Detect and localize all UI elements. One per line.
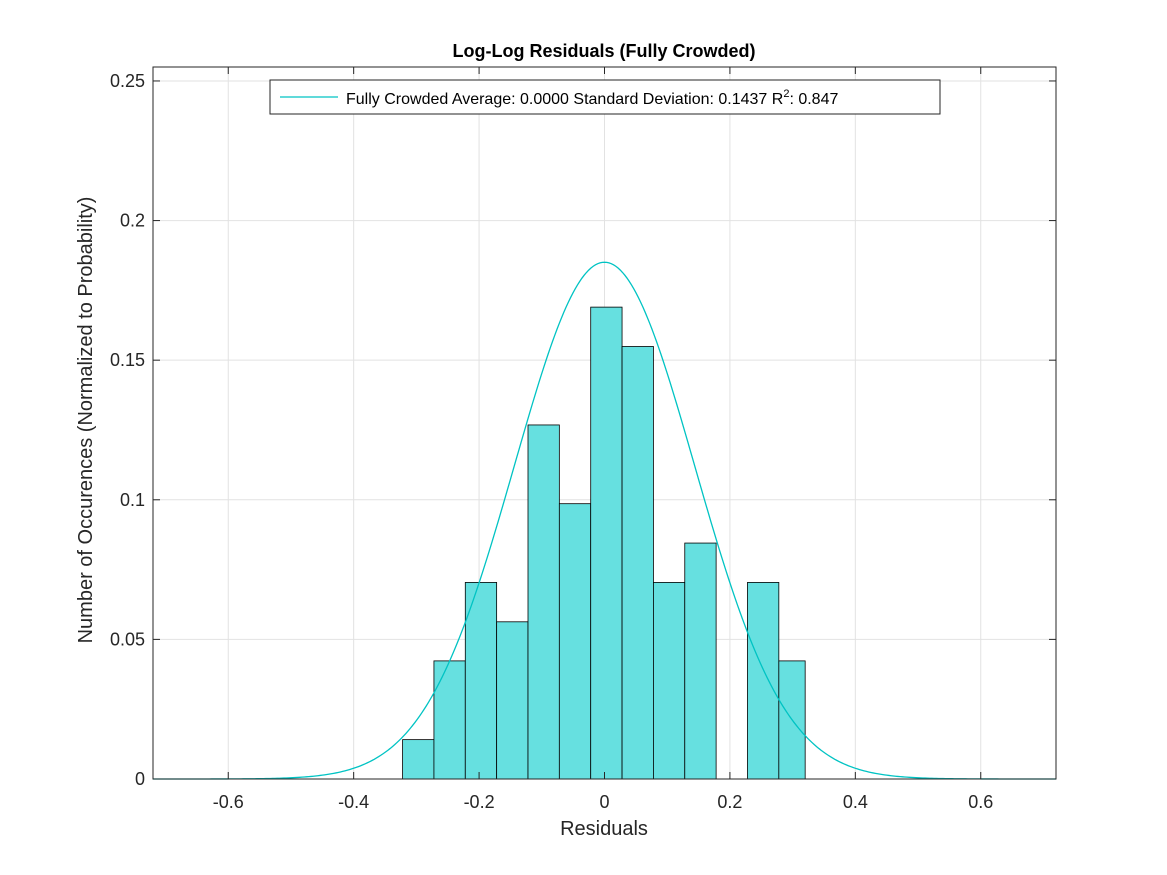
normal-fit-curve bbox=[153, 261, 1056, 780]
y-tick-label-3: 0.15 bbox=[110, 350, 145, 370]
y-tick-label-5: 0.25 bbox=[110, 71, 145, 91]
legend: Fully Crowded Average: 0.0000 Standard D… bbox=[269, 79, 941, 115]
x-tick-label-1: -0.4 bbox=[338, 792, 369, 812]
y-tick-label-1: 0.05 bbox=[110, 629, 145, 649]
histogram-bar-0 bbox=[402, 739, 435, 780]
x-tick-label-2: -0.2 bbox=[464, 792, 495, 812]
x-tick-label-5: 0.4 bbox=[843, 792, 868, 812]
x-tick-label-4: 0.2 bbox=[717, 792, 742, 812]
x-tick-label-0: -0.6 bbox=[213, 792, 244, 812]
histogram-bars bbox=[402, 306, 806, 780]
y-tick-label-4: 0.2 bbox=[120, 211, 145, 231]
histogram-bar-11 bbox=[747, 582, 780, 780]
legend-entry-main: Fully Crowded Average: 0.0000 Standard D… bbox=[346, 91, 783, 108]
axis-ticks: -0.6 -0.4 -0.2 0 0.2 0.4 0.6 0 0.05 0.1 0.15 0.2 0.2… bbox=[110, 67, 1056, 812]
legend-entry-superscript: 2 bbox=[783, 88, 789, 100]
y-tick-label-2: 0.1 bbox=[120, 490, 145, 510]
histogram-bar-2 bbox=[464, 582, 498, 780]
x-axis-label: Residuals bbox=[560, 818, 648, 840]
histogram-bar-6 bbox=[590, 306, 623, 780]
histogram-bar-3 bbox=[496, 621, 529, 780]
legend-entry-tail: : 0.847 bbox=[789, 91, 838, 108]
histogram-bar-5 bbox=[558, 503, 592, 780]
x-tick-label-3: 0 bbox=[599, 792, 609, 812]
histogram-bar-4 bbox=[527, 424, 560, 780]
y-axis-label: Number of Occurences (Normalized to Prob… bbox=[75, 197, 97, 644]
histogram-bar-8 bbox=[653, 582, 686, 780]
x-tick-label-6: 0.6 bbox=[968, 792, 993, 812]
histogram-bar-1 bbox=[433, 660, 466, 780]
legend-box bbox=[269, 79, 941, 115]
y-tick-label-0: 0 bbox=[135, 769, 145, 789]
chart-title: Log-Log Residuals (Fully Crowded) bbox=[453, 41, 756, 61]
histogram-bar-9 bbox=[684, 542, 717, 780]
histogram-bar-7 bbox=[621, 346, 654, 780]
legend-entry: Fully Crowded Average: 0.0000 Standard D… bbox=[346, 88, 838, 108]
